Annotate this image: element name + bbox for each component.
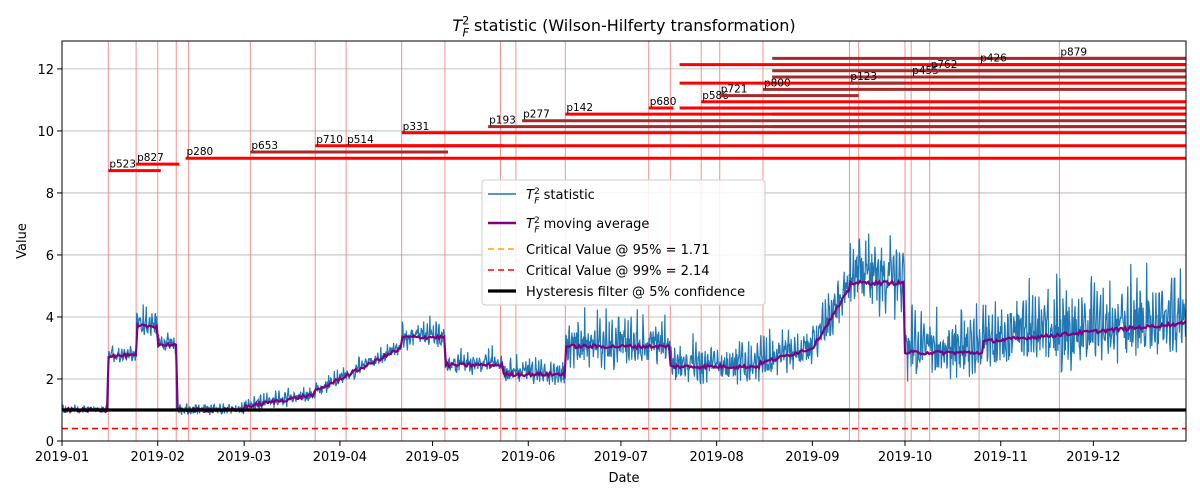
- x-tick-label: 2019-06: [501, 450, 555, 465]
- annotation-label-p800: p800: [764, 77, 791, 89]
- x-axis-title: Date: [608, 471, 639, 486]
- x-tick-label: 2019-09: [785, 450, 839, 465]
- x-tick-label: 2019-07: [594, 450, 648, 465]
- legend-label-critical95: Critical Value @ 95% = 1.71: [526, 243, 710, 258]
- x-tick-label: 2019-11: [974, 450, 1028, 465]
- legend-label-hysteresis: Hysteresis filter @ 5% confidence: [526, 285, 745, 300]
- plot-frame: [61, 40, 1187, 442]
- y-tick-label: 2: [46, 373, 54, 388]
- legend-label-critical99: Critical Value @ 99% = 2.14: [526, 264, 710, 279]
- annotation-label-p710: p710: [316, 134, 343, 146]
- axis-layer: 2019-01 2019-02 2019-03 2019-04 2019-05 2019-…: [35, 63, 1121, 465]
- y-tick-label: 0: [46, 435, 54, 450]
- y-tick-label: 6: [46, 249, 54, 264]
- y-tick-label: 8: [46, 187, 54, 202]
- annotation-label-p721: p721: [721, 84, 748, 96]
- annotation-label-p514: p514: [347, 134, 374, 146]
- statistic-series-line: [61, 233, 1187, 416]
- y-tick-label: 10: [37, 125, 54, 140]
- y-axis-title: Value: [15, 223, 30, 259]
- annotation-label-p280: p280: [187, 146, 214, 158]
- annotation-label-p879: p879: [1060, 46, 1087, 58]
- annotation-label-p653: p653: [251, 140, 278, 152]
- legend-label-moving_average: T2 F moving average: [526, 216, 649, 236]
- legend-label-statistic: T2 F statistic: [526, 187, 595, 207]
- annotation-label-p455: p455: [912, 65, 939, 77]
- annotation-label-p680: p680: [650, 96, 677, 108]
- x-tick-label: 2019-02: [131, 450, 185, 465]
- x-tick-label: 2019-05: [405, 450, 459, 465]
- x-tick-label: 2019-10: [878, 450, 932, 465]
- chart-title: T2 F statistic (Wilson-Hilferty transform…: [452, 15, 795, 40]
- annotation-label-p142: p142: [566, 102, 593, 114]
- annotation-label-p123: p123: [850, 71, 877, 83]
- y-tick-label: 12: [37, 63, 54, 78]
- annotation-label-p827: p827: [137, 152, 164, 164]
- annotation-label-p586: p586: [702, 90, 729, 102]
- legend: T2 F statistic T2 F moving average Critical …: [481, 179, 766, 306]
- annotation-label-p426: p426: [980, 53, 1007, 65]
- annotation-label-p523: p523: [109, 159, 136, 171]
- annotation-label-p277: p277: [523, 109, 550, 121]
- x-tick-label: 2019-04: [313, 450, 367, 465]
- annotation-label-p331: p331: [403, 121, 430, 133]
- y-tick-label: 4: [46, 311, 54, 326]
- x-tick-label: 2019-08: [689, 450, 743, 465]
- annotation-label-p762: p762: [931, 59, 958, 71]
- x-tick-label: 2019-01: [35, 450, 89, 465]
- legend-box: [481, 179, 766, 306]
- annotation-label-p193: p193: [489, 115, 516, 127]
- moving-average-line: [61, 278, 1187, 415]
- x-tick-label: 2019-12: [1066, 450, 1120, 465]
- x-tick-label: 2019-03: [217, 450, 271, 465]
- data-layer: [61, 233, 1187, 430]
